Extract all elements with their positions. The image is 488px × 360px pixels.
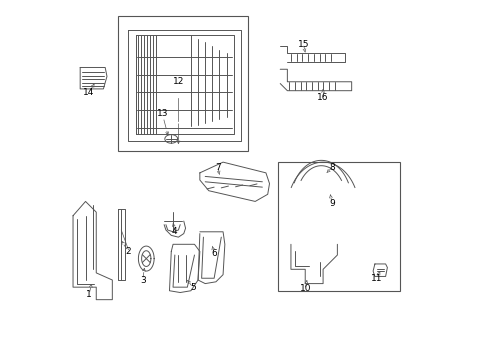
Text: 4: 4	[172, 227, 177, 236]
Text: 1: 1	[86, 290, 92, 299]
Text: 10: 10	[299, 284, 310, 293]
Text: 15: 15	[297, 40, 308, 49]
Bar	[118, 16, 247, 152]
Text: 13: 13	[156, 109, 168, 118]
Text: 8: 8	[328, 163, 334, 172]
Text: 14: 14	[83, 88, 95, 97]
Text: 6: 6	[211, 249, 217, 258]
Text: 3: 3	[140, 275, 145, 284]
Text: 9: 9	[328, 199, 334, 208]
Text: 12: 12	[172, 77, 183, 86]
Text: 16: 16	[317, 93, 328, 102]
Bar	[278, 162, 399, 291]
Text: 2: 2	[125, 247, 131, 256]
Text: 7: 7	[214, 163, 220, 172]
Text: 11: 11	[370, 274, 382, 283]
Text: 5: 5	[189, 283, 195, 292]
